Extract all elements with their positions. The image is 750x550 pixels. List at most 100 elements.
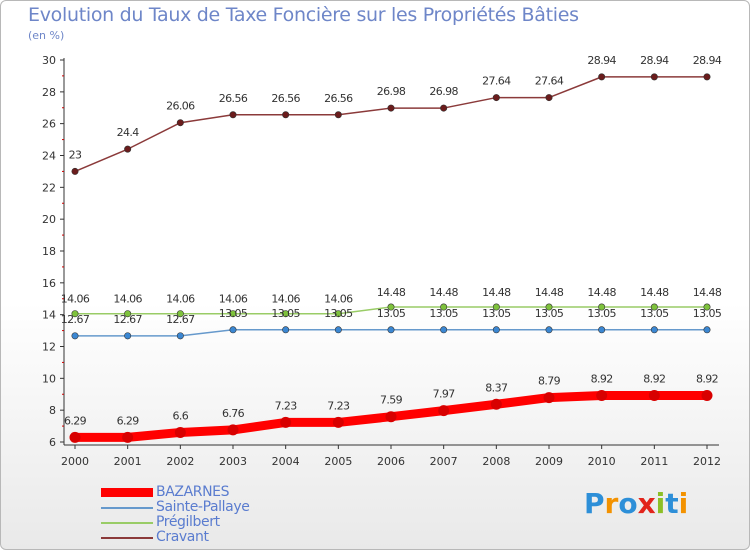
data-label: 14.06 <box>61 293 90 306</box>
logo-letter: x <box>637 487 656 520</box>
data-point <box>703 303 711 311</box>
data-label: 26.98 <box>429 85 458 98</box>
data-point <box>334 111 342 119</box>
data-label: 14.06 <box>166 293 195 306</box>
x-tick-label: 2002 <box>166 455 194 468</box>
data-point <box>438 405 450 417</box>
data-label: 8.79 <box>538 375 561 388</box>
data-label: 14.06 <box>219 293 248 306</box>
logo-letter: t <box>665 487 679 520</box>
data-point <box>332 416 344 428</box>
data-point <box>124 332 132 340</box>
data-point <box>229 111 237 119</box>
legend-swatch-cravant <box>101 537 153 539</box>
data-point <box>440 326 448 334</box>
x-tick-label: 2001 <box>114 455 142 468</box>
data-point <box>282 326 290 334</box>
data-point <box>387 104 395 112</box>
data-point <box>71 310 79 318</box>
x-tick-label: 2007 <box>430 455 458 468</box>
data-point <box>703 73 711 81</box>
data-point <box>229 310 237 318</box>
data-point <box>545 303 553 311</box>
data-label: 28.94 <box>587 54 616 67</box>
chart-title: Evolution du Taux de Taxe Foncière sur l… <box>28 4 579 26</box>
y-tick-label: 6 <box>49 436 56 449</box>
data-point <box>385 411 397 423</box>
x-tick-label: 2006 <box>377 455 405 468</box>
data-label: 14.48 <box>429 286 458 299</box>
data-point <box>545 94 553 102</box>
line-chart: 6 8 10 12 14 16 18 20 22 24 26 28 30 2000 2001 2002 2003… <box>42 54 722 468</box>
y-tick-label: 24 <box>42 150 56 163</box>
data-point <box>545 326 553 334</box>
y-tick-label: 26 <box>42 118 56 131</box>
data-point <box>598 326 606 334</box>
data-point <box>490 398 502 410</box>
data-label: 13.05 <box>482 307 511 320</box>
data-label: 13.05 <box>693 307 722 320</box>
data-point <box>280 416 292 428</box>
data-point <box>69 431 81 443</box>
data-point <box>176 310 184 318</box>
data-point <box>334 310 342 318</box>
data-point <box>229 326 237 334</box>
data-label: 6.76 <box>222 407 245 420</box>
legend-swatch-pregilbert <box>101 522 153 524</box>
y-tick-label: 10 <box>42 372 56 385</box>
y-tick-label: 8 <box>49 404 56 417</box>
data-point <box>334 326 342 334</box>
data-label: 8.92 <box>696 373 718 386</box>
data-label: 26.56 <box>219 92 248 105</box>
data-label: 26.56 <box>271 92 300 105</box>
data-point <box>176 119 184 127</box>
data-label: 14.48 <box>640 286 669 299</box>
data-label: 27.64 <box>535 75 564 88</box>
data-label: 14.06 <box>271 293 300 306</box>
data-label: 6.6 <box>172 409 188 422</box>
data-label: 12.67 <box>113 313 142 326</box>
data-point <box>648 390 660 402</box>
data-label: 13.05 <box>219 307 248 320</box>
data-label: 13.05 <box>429 307 458 320</box>
data-point <box>703 326 711 334</box>
y-tick-label: 20 <box>42 213 56 226</box>
legend-label-bazarnes: BAZARNES <box>156 484 230 500</box>
data-point <box>227 424 239 436</box>
data-label: 8.92 <box>591 373 613 386</box>
chart-unit-label: (en %) <box>28 29 65 42</box>
data-point <box>492 326 500 334</box>
y-tick-label: 30 <box>42 54 56 67</box>
data-label: 26.06 <box>166 100 195 113</box>
data-point <box>492 94 500 102</box>
legend-label-pregilbert: Prégilbert <box>156 514 220 530</box>
data-label: 7.59 <box>380 394 403 407</box>
y-tick-label: 22 <box>42 181 56 194</box>
data-point <box>598 303 606 311</box>
data-point <box>71 167 79 175</box>
data-point <box>492 303 500 311</box>
data-point <box>282 111 290 119</box>
logo-letter: P <box>584 487 605 520</box>
data-point <box>176 332 184 340</box>
y-tick-label: 12 <box>42 341 56 354</box>
data-point <box>387 326 395 334</box>
logo-letter: r <box>604 487 619 520</box>
data-label: 26.56 <box>324 92 353 105</box>
data-label: 7.97 <box>433 388 456 401</box>
data-label: 14.06 <box>113 293 142 306</box>
data-point <box>596 390 608 402</box>
legend-swatch-bazarnes <box>101 488 153 497</box>
data-label: 26.98 <box>377 85 406 98</box>
data-point <box>701 390 713 402</box>
data-point <box>282 310 290 318</box>
data-point <box>650 73 658 81</box>
x-tick-label: 2008 <box>482 455 510 468</box>
x-tick-label: 2000 <box>61 455 89 468</box>
data-label: 28.94 <box>693 54 722 67</box>
data-label: 24.4 <box>117 126 140 139</box>
logo-letter: i <box>655 487 666 520</box>
data-point <box>440 104 448 112</box>
data-label: 13.05 <box>640 307 669 320</box>
